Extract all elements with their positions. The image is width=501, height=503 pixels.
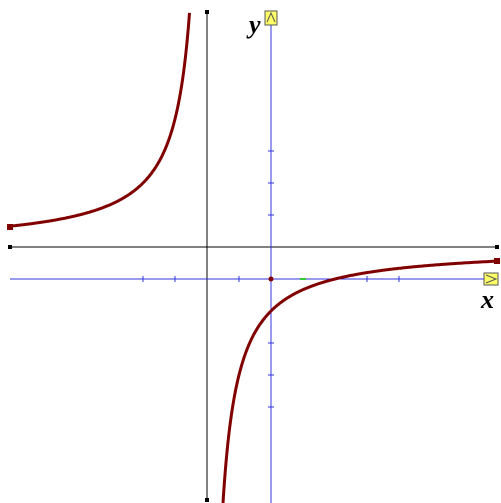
axis-ticks bbox=[142, 150, 400, 408]
hyperbola bbox=[10, 12, 497, 503]
x-axis-arrow bbox=[483, 272, 499, 286]
origin bbox=[268, 276, 274, 282]
asymptote-endpoint bbox=[495, 245, 499, 249]
curve-branch bbox=[10, 12, 191, 228]
y-axis-arrow bbox=[264, 10, 278, 26]
asymptote-endpoint bbox=[205, 10, 209, 14]
asymptote-endpoint bbox=[205, 498, 209, 502]
curve-endpoint bbox=[494, 258, 500, 264]
curve-branch bbox=[221, 259, 497, 503]
curve-endpoint bbox=[7, 224, 13, 230]
asymptote-endpoint bbox=[8, 245, 12, 249]
x-axis-label: x bbox=[480, 285, 494, 314]
y-axis-label: y bbox=[246, 10, 261, 39]
